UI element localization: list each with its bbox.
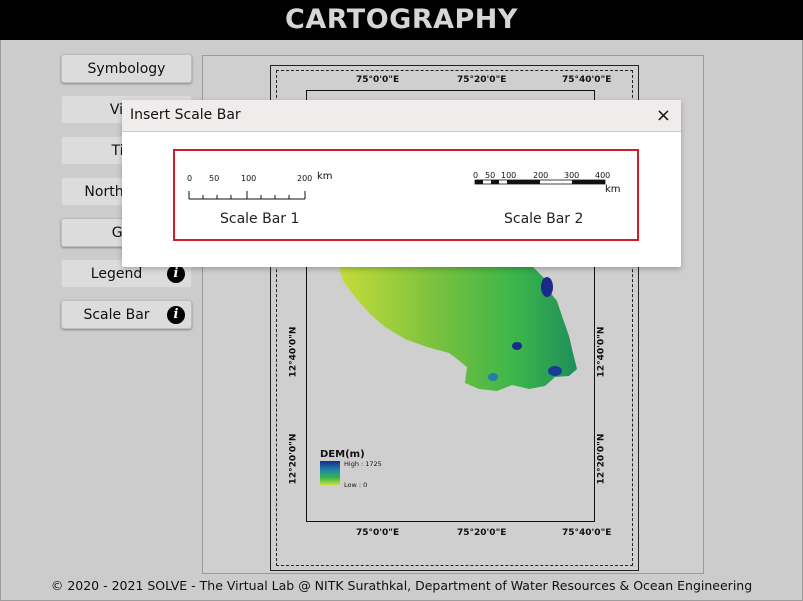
scale-bar-1-tick-50: 50 [209, 174, 219, 183]
bottom-lon-label-3: 75°40'0"E [562, 528, 612, 538]
scale-bar-options-box: 0 50 100 200 km Scale Bar 1 0 50 100 200… [173, 149, 639, 241]
dem-legend-high: High : 1725 [344, 460, 382, 468]
scale-bar-2-graphic[interactable]: 0 50 100 200 300 400 km [471, 169, 623, 195]
top-lon-label-3: 75°40'0"E [562, 75, 612, 85]
dem-legend-gradient [320, 461, 340, 485]
scale-bar-2-tick-100: 100 [501, 171, 516, 180]
scale-bar-1-label[interactable]: Scale Bar 1 [220, 211, 300, 227]
scale-bar-2-tick-0: 0 [473, 171, 478, 180]
right-lat-label-1: 12°40'0"N [596, 326, 607, 378]
top-lon-label-1: 75°0'0"E [356, 75, 400, 85]
right-lat-label-2: 12°20'0"N [596, 433, 607, 485]
scale-bar-label: Scale Bar [83, 306, 150, 323]
scale-bar-1-graphic[interactable]: 0 50 100 200 km [183, 169, 353, 205]
app-header: CARTOGRAPHY [0, 0, 803, 40]
bottom-lon-label-1: 75°0'0"E [356, 528, 400, 538]
bottom-lon-label-2: 75°20'0"E [457, 528, 507, 538]
scale-bar-1-tick-0: 0 [187, 174, 192, 183]
layout-outer-border [270, 65, 639, 571]
scale-bar-button[interactable]: Scale Bar i [61, 300, 192, 329]
left-lat-label-2: 12°20'0"N [288, 433, 299, 485]
scale-bar-1-tick-100: 100 [241, 174, 256, 183]
insert-scale-bar-dialog: Insert Scale Bar × 0 50 100 200 km Scale… [122, 100, 681, 267]
scale-bar-1-unit: km [317, 171, 333, 182]
scale-bar-info-icon[interactable]: i [167, 306, 185, 324]
scale-bar-1-tick-200: 200 [297, 174, 312, 183]
symbology-label: Symbology [87, 60, 166, 77]
layout-inner-border [276, 70, 633, 566]
scale-bar-2-tick-300: 300 [564, 171, 579, 180]
dialog-title: Insert Scale Bar [130, 107, 241, 123]
dem-legend-low: Low : 0 [344, 481, 368, 489]
dem-legend-title: DEM(m) [320, 449, 365, 460]
dem-map-image [337, 261, 577, 391]
dialog-header: Insert Scale Bar × [122, 100, 681, 132]
scale-bar-2-label[interactable]: Scale Bar 2 [504, 211, 584, 227]
top-lon-label-2: 75°20'0"E [457, 75, 507, 85]
scale-bar-2-tick-50: 50 [485, 171, 495, 180]
symbology-button[interactable]: Symbology [61, 54, 192, 83]
legend-label: Legend [90, 265, 143, 282]
footer-copyright: © 2020 - 2021 SOLVE - The Virtual Lab @ … [50, 578, 753, 593]
legend-info-icon[interactable]: i [167, 265, 185, 283]
scale-bar-2-unit: km [605, 184, 621, 195]
scale-bar-2-tick-400: 400 [595, 171, 610, 180]
close-icon[interactable]: × [655, 105, 671, 126]
scale-bar-2-tick-200: 200 [533, 171, 548, 180]
left-lat-label-1: 12°40'0"N [288, 326, 299, 378]
